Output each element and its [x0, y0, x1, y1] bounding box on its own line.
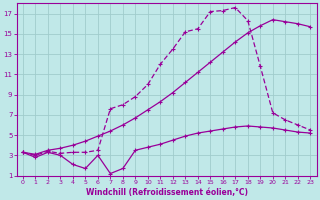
X-axis label: Windchill (Refroidissement éolien,°C): Windchill (Refroidissement éolien,°C) [85, 188, 248, 197]
